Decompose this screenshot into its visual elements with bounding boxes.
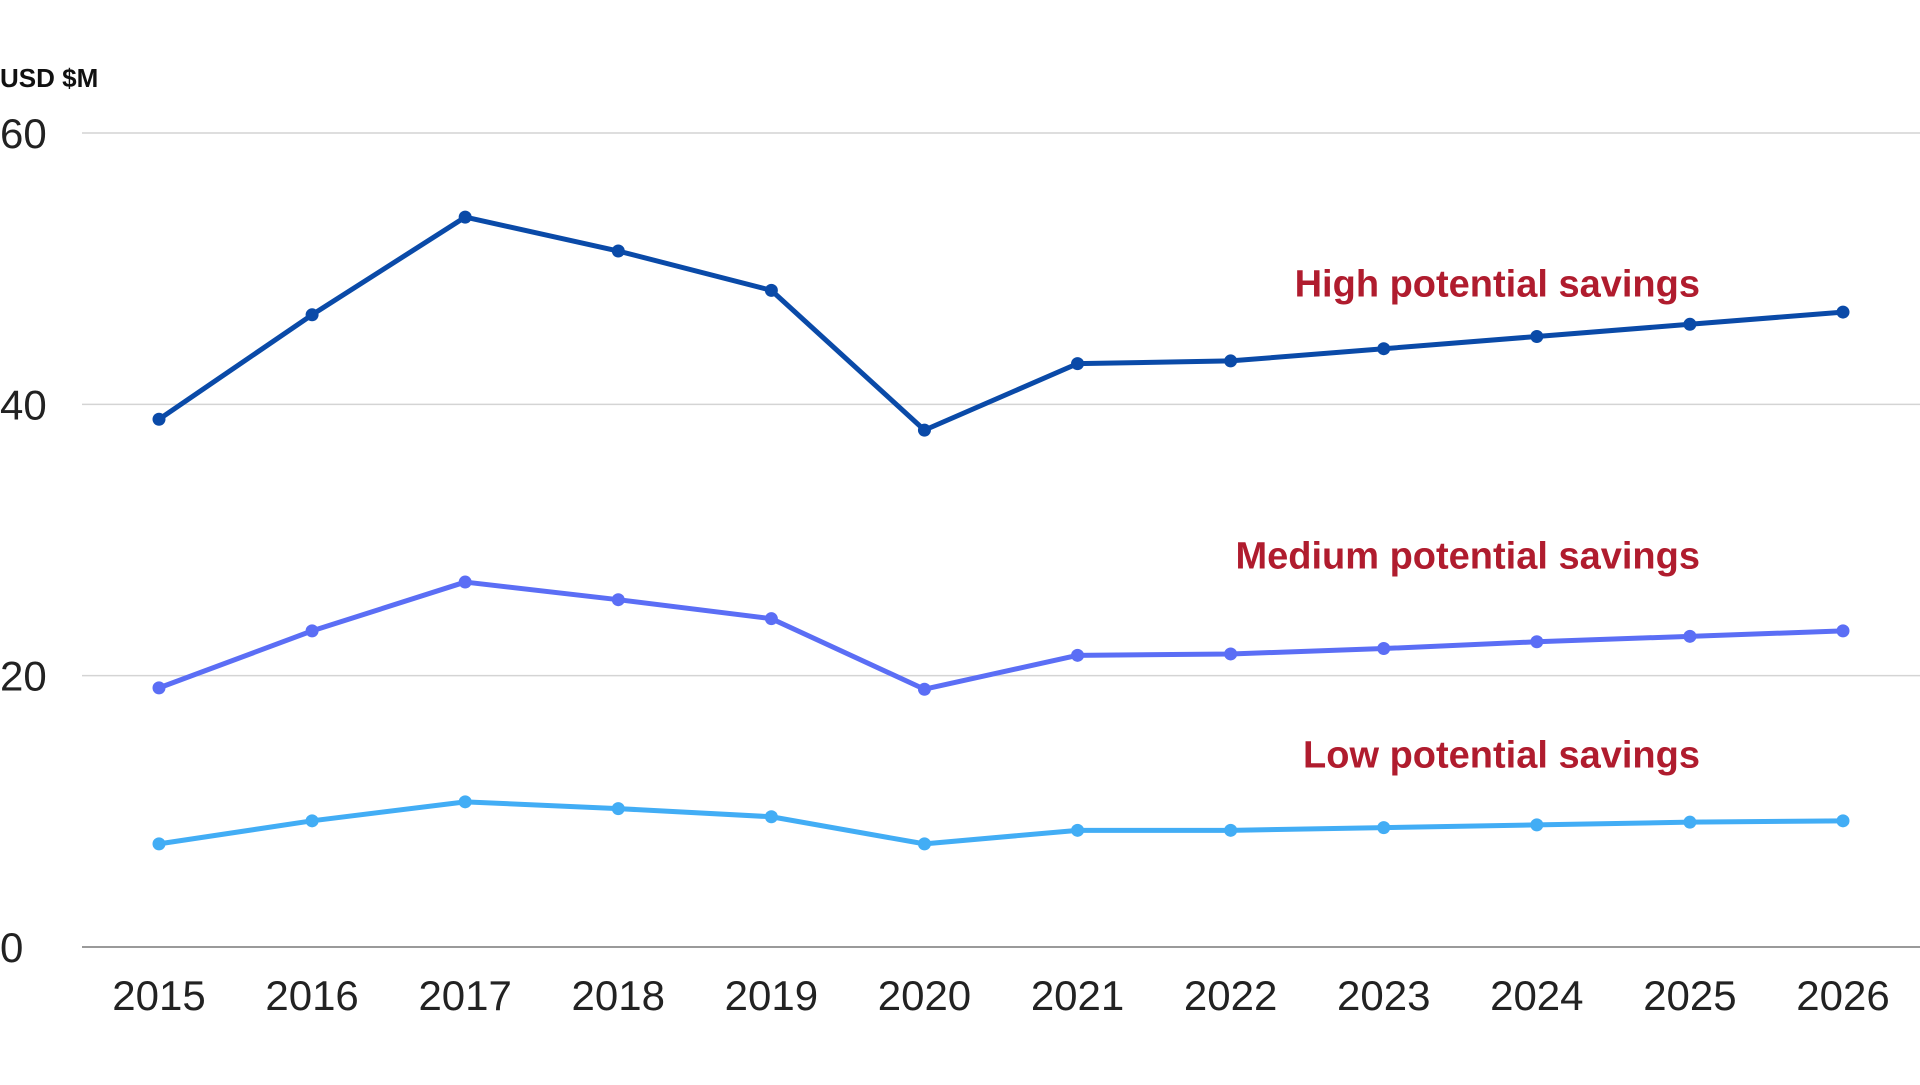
data-point-low	[305, 814, 319, 828]
grid-layer	[82, 132, 1920, 948]
series-label-medium: Medium potential savings	[1235, 536, 1700, 578]
data-point-medium	[152, 681, 166, 695]
data-point-medium	[458, 575, 472, 589]
data-point-low	[1683, 815, 1697, 829]
data-point-high	[1071, 357, 1085, 371]
data-point-high	[1224, 354, 1238, 368]
data-point-medium	[1683, 629, 1697, 643]
data-point-medium	[1224, 647, 1238, 661]
y-tick-label: 60	[0, 110, 47, 157]
data-point-medium	[1530, 635, 1544, 649]
series-layer	[152, 210, 1850, 851]
x-tick-label: 2023	[1337, 972, 1430, 1019]
data-point-high	[1377, 342, 1391, 356]
data-point-low	[611, 802, 625, 816]
x-tick-label: 2022	[1184, 972, 1277, 1019]
y-axis-label: USD $M	[0, 63, 98, 93]
data-point-high	[764, 283, 778, 297]
series-line-medium	[156, 579, 1846, 692]
x-tick-label: 2021	[1031, 972, 1124, 1019]
data-point-medium	[305, 624, 319, 638]
data-point-high	[1683, 317, 1697, 331]
data-point-high	[152, 412, 166, 426]
x-tick-label: 2020	[878, 972, 971, 1019]
data-point-low	[1836, 814, 1850, 828]
x-tick-label: 2016	[265, 972, 358, 1019]
x-tick-label: 2026	[1796, 972, 1889, 1019]
y-tick-label: 20	[0, 653, 47, 700]
data-point-high	[305, 308, 319, 322]
data-point-medium	[611, 593, 625, 607]
data-point-high	[458, 210, 472, 224]
x-tick-labels: 2015 2016 2017 2018 2019 2020 2021 2022 2023 2024…	[112, 972, 1889, 1019]
data-point-low	[1530, 818, 1544, 832]
data-point-low	[458, 795, 472, 809]
data-point-medium	[1377, 642, 1391, 656]
data-point-medium	[764, 612, 778, 626]
x-tick-label: 2019	[725, 972, 818, 1019]
data-point-medium	[1836, 624, 1850, 638]
series-label-low: Low potential savings	[1303, 735, 1700, 777]
x-tick-label: 2024	[1490, 972, 1583, 1019]
series-label-high: High potential savings	[1295, 264, 1700, 306]
x-tick-label: 2025	[1643, 972, 1736, 1019]
series-line-low	[156, 799, 1846, 847]
x-tick-label: 2018	[572, 972, 665, 1019]
data-point-low	[1224, 823, 1238, 837]
data-point-low	[1071, 823, 1085, 837]
data-point-high	[1530, 330, 1544, 343]
data-point-low	[917, 837, 931, 851]
y-tick-label: 0	[0, 924, 23, 971]
data-point-low	[152, 837, 166, 851]
data-point-low	[764, 810, 778, 824]
data-point-high	[1836, 305, 1850, 319]
data-point-medium	[917, 682, 931, 696]
x-tick-label: 2015	[112, 972, 205, 1019]
x-tick-label: 2017	[418, 972, 511, 1019]
data-point-medium	[1071, 648, 1085, 662]
data-point-low	[1377, 821, 1391, 835]
data-point-high	[611, 244, 625, 258]
series-line-high	[156, 214, 1846, 433]
series-labels: High potential savings Medium potential s…	[1235, 264, 1700, 777]
data-point-high	[917, 423, 931, 437]
y-tick-labels: 0 20 40 60	[0, 110, 47, 971]
y-tick-label: 40	[0, 381, 47, 428]
